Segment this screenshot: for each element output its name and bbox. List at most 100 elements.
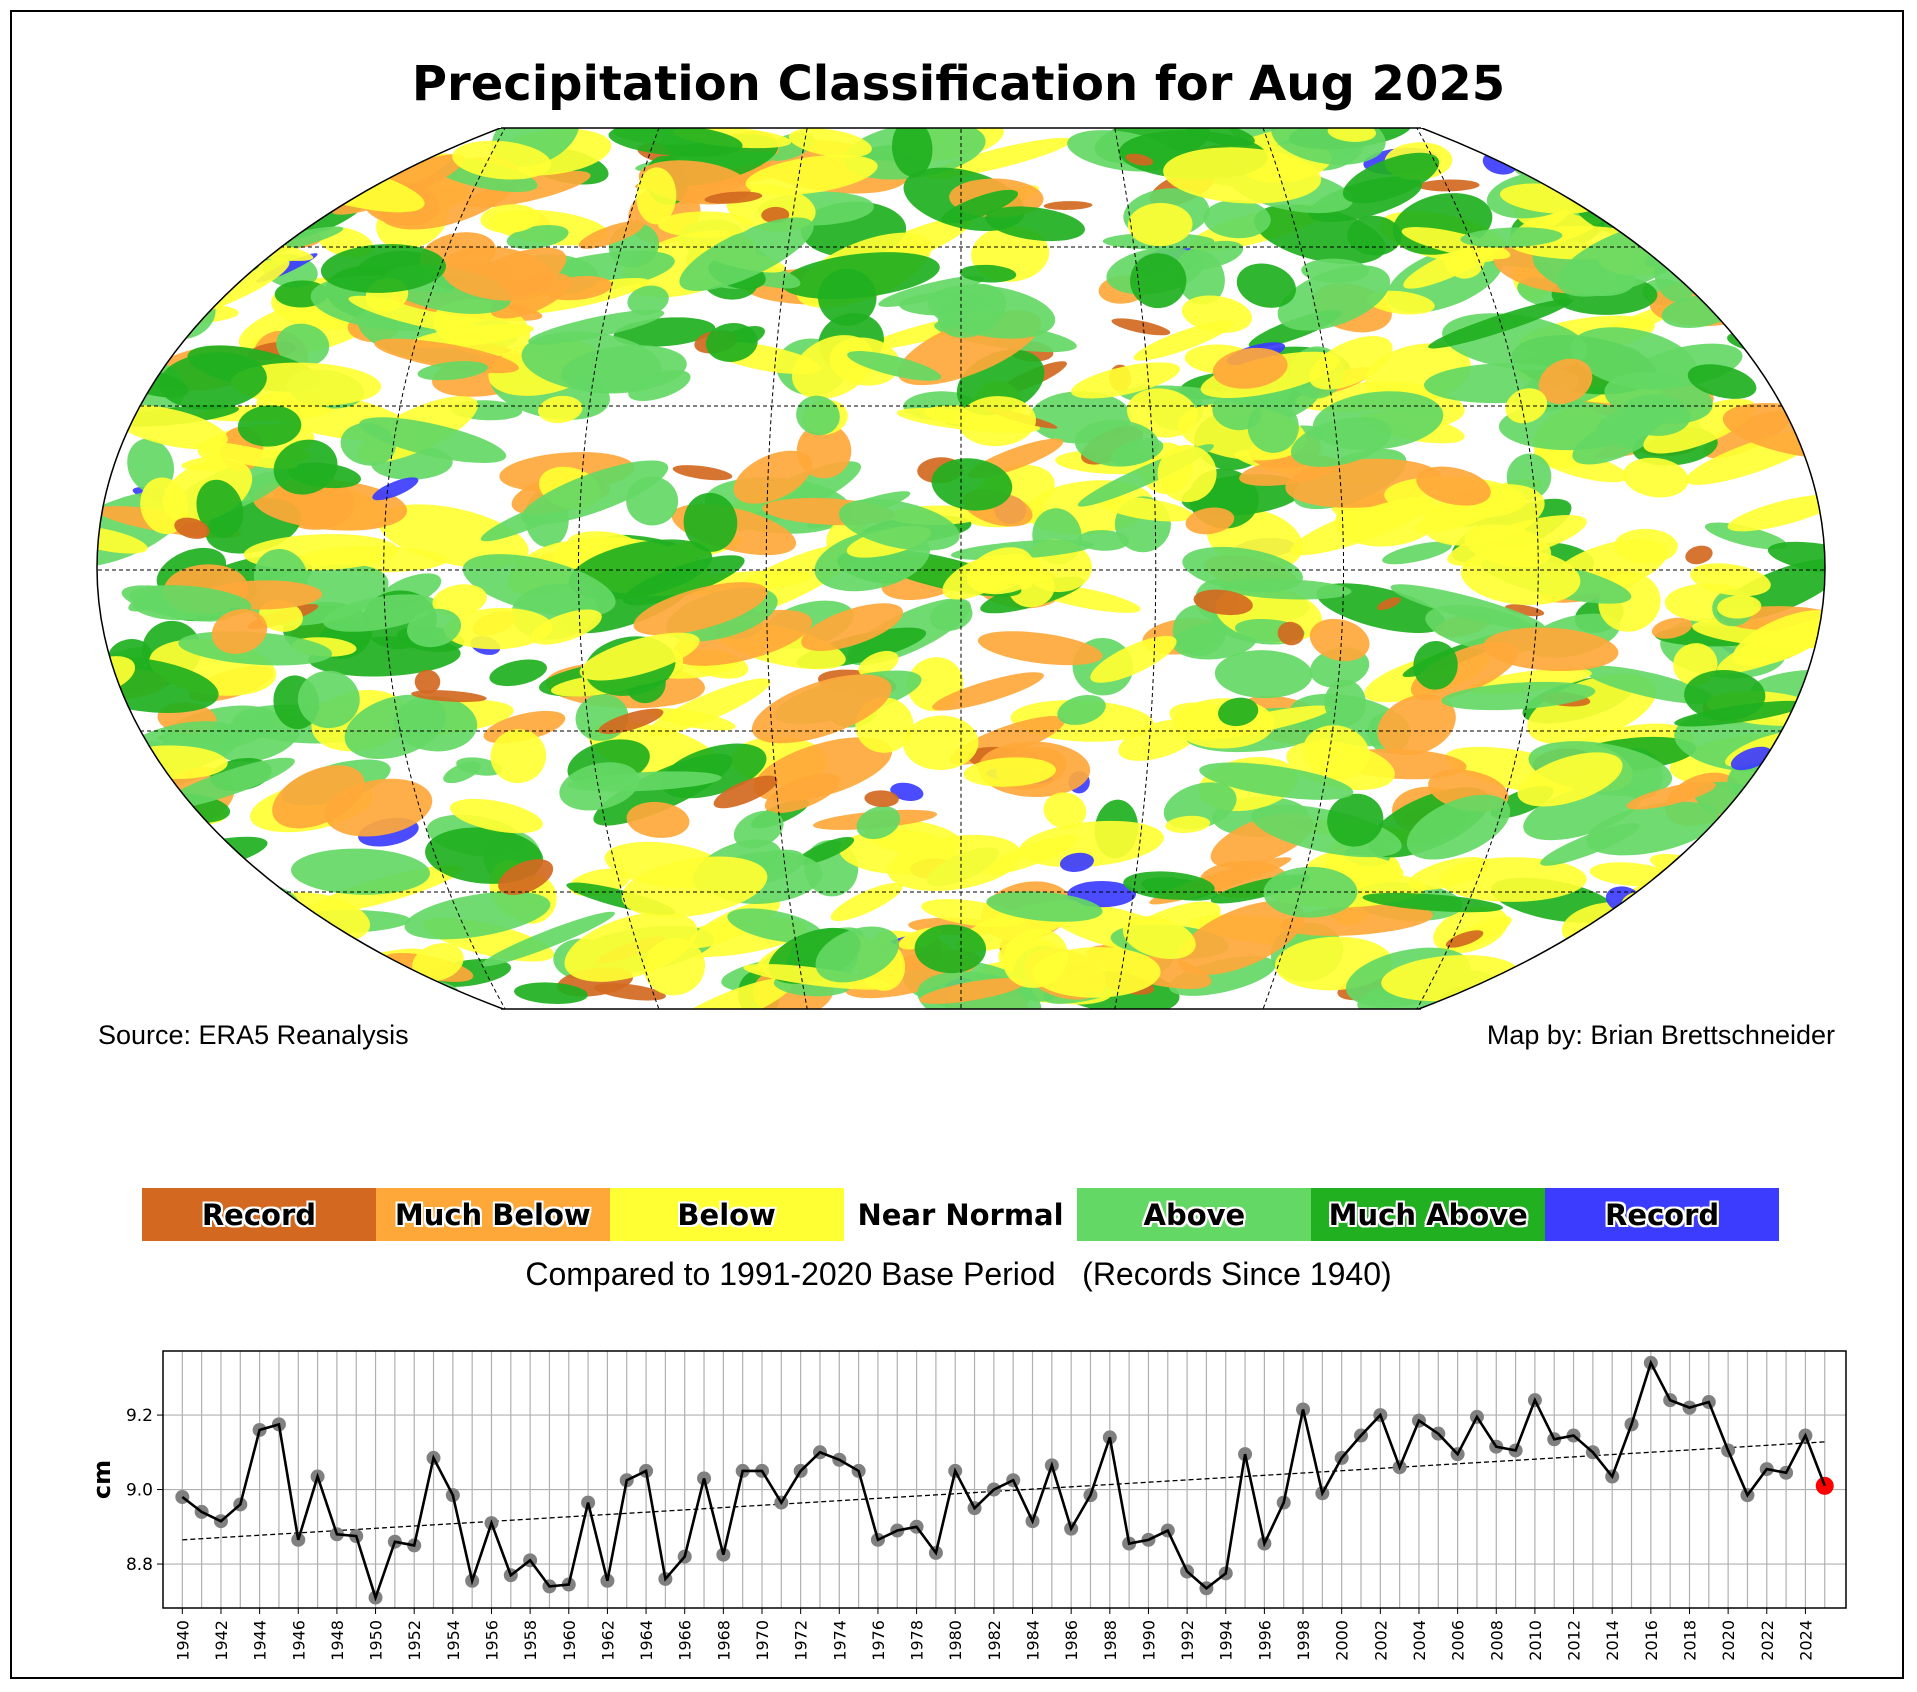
precip-region	[1165, 815, 1211, 833]
precip-region	[1193, 589, 1253, 616]
precip-region	[1558, 128, 1673, 180]
precip-region	[1464, 524, 1552, 568]
precip-region	[1737, 803, 1795, 852]
precip-region	[963, 757, 1056, 787]
precip-region	[1019, 820, 1164, 868]
precip-region	[105, 256, 227, 307]
precip-region	[97, 812, 213, 850]
precip-region	[188, 947, 343, 994]
precip-region	[297, 670, 360, 729]
precip-region	[977, 631, 1103, 666]
precip-region	[1181, 295, 1253, 333]
precip-region	[1782, 757, 1825, 792]
precip-region	[1690, 563, 1771, 597]
precip-region	[140, 477, 189, 535]
precip-region	[931, 458, 1013, 511]
precip-region	[1727, 494, 1825, 532]
precip-region	[781, 252, 940, 300]
precip-region	[864, 790, 899, 808]
precip-region	[340, 423, 396, 466]
precip-region	[657, 211, 752, 238]
precip-region	[1586, 801, 1720, 856]
precip-region	[276, 323, 330, 367]
precip-region	[1390, 584, 1545, 631]
precip-region	[1362, 892, 1504, 913]
precip-region	[272, 765, 365, 829]
map-outline	[96, 128, 1826, 1009]
precip-region	[1753, 880, 1825, 914]
precip-region	[796, 836, 855, 865]
legend-above: Above	[1077, 1188, 1312, 1241]
precip-region	[164, 158, 210, 199]
precip-region	[1750, 864, 1825, 928]
precip-region	[1621, 150, 1745, 200]
precip-region	[538, 395, 583, 424]
precip-region	[1663, 149, 1794, 196]
precip-region	[1111, 318, 1171, 336]
precip-region	[1550, 969, 1629, 995]
precip-region	[1533, 448, 1629, 483]
precip-region	[404, 891, 551, 940]
precip-region	[986, 891, 1103, 922]
precip-region	[452, 140, 552, 180]
precip-region	[141, 836, 268, 876]
precip-region	[393, 696, 478, 752]
precip-region	[858, 650, 899, 678]
precip-region	[1655, 150, 1787, 193]
precip-region	[1441, 681, 1596, 711]
precip-region	[1611, 906, 1686, 963]
precip-region	[277, 947, 321, 969]
precip-region	[1581, 128, 1657, 165]
precip-region	[105, 961, 133, 985]
precip-region	[1717, 595, 1762, 619]
map-field	[97, 128, 1825, 1009]
legend-record-dry: Record	[142, 1188, 376, 1241]
precip-region	[890, 782, 924, 801]
precip-region	[1212, 347, 1288, 389]
precip-region	[237, 405, 302, 447]
precip-region	[417, 361, 488, 381]
precip-region	[1679, 186, 1749, 224]
precip-region	[1099, 496, 1194, 522]
precip-region	[409, 324, 534, 349]
precip-region	[593, 753, 733, 826]
meridian-line	[1405, 128, 1539, 1009]
precip-region	[372, 477, 419, 501]
precip-region	[801, 603, 904, 651]
precip-region	[97, 852, 131, 876]
precip-region	[121, 922, 232, 964]
precip-region	[1776, 882, 1825, 916]
legend-record-wet: Record	[1545, 1188, 1780, 1241]
precip-region	[1573, 149, 1608, 172]
precip-region	[97, 741, 134, 796]
precip-region	[1695, 855, 1813, 882]
precip-region	[97, 897, 166, 967]
precip-region	[166, 236, 283, 258]
precip-region	[489, 659, 547, 687]
base-period-caption: Compared to 1991-2020 Base Period (Recor…	[525, 1256, 1392, 1292]
precip-region	[1428, 298, 1574, 349]
precip-region	[1125, 153, 1154, 166]
precip-region	[520, 460, 669, 525]
precip-region	[1460, 548, 1581, 606]
precip-region	[126, 940, 220, 987]
precip-region	[1077, 530, 1129, 551]
precip-region	[1043, 792, 1087, 829]
precip-region	[196, 441, 298, 469]
precip-region	[1002, 928, 1069, 988]
precip-region	[1057, 694, 1106, 725]
precip-region	[914, 924, 987, 974]
precip-region	[622, 555, 745, 606]
precip-region	[1644, 202, 1774, 267]
precip-region	[97, 220, 169, 273]
precip-region	[97, 863, 229, 923]
precip-region	[514, 982, 588, 1005]
precip-region	[211, 609, 268, 654]
meridian-line	[1255, 128, 1345, 1009]
precip-region	[1483, 627, 1619, 672]
precip-region	[120, 909, 168, 934]
precip-region	[320, 244, 446, 293]
precip-region	[1764, 304, 1825, 349]
precip-region	[411, 690, 487, 703]
precip-region	[594, 983, 666, 1001]
